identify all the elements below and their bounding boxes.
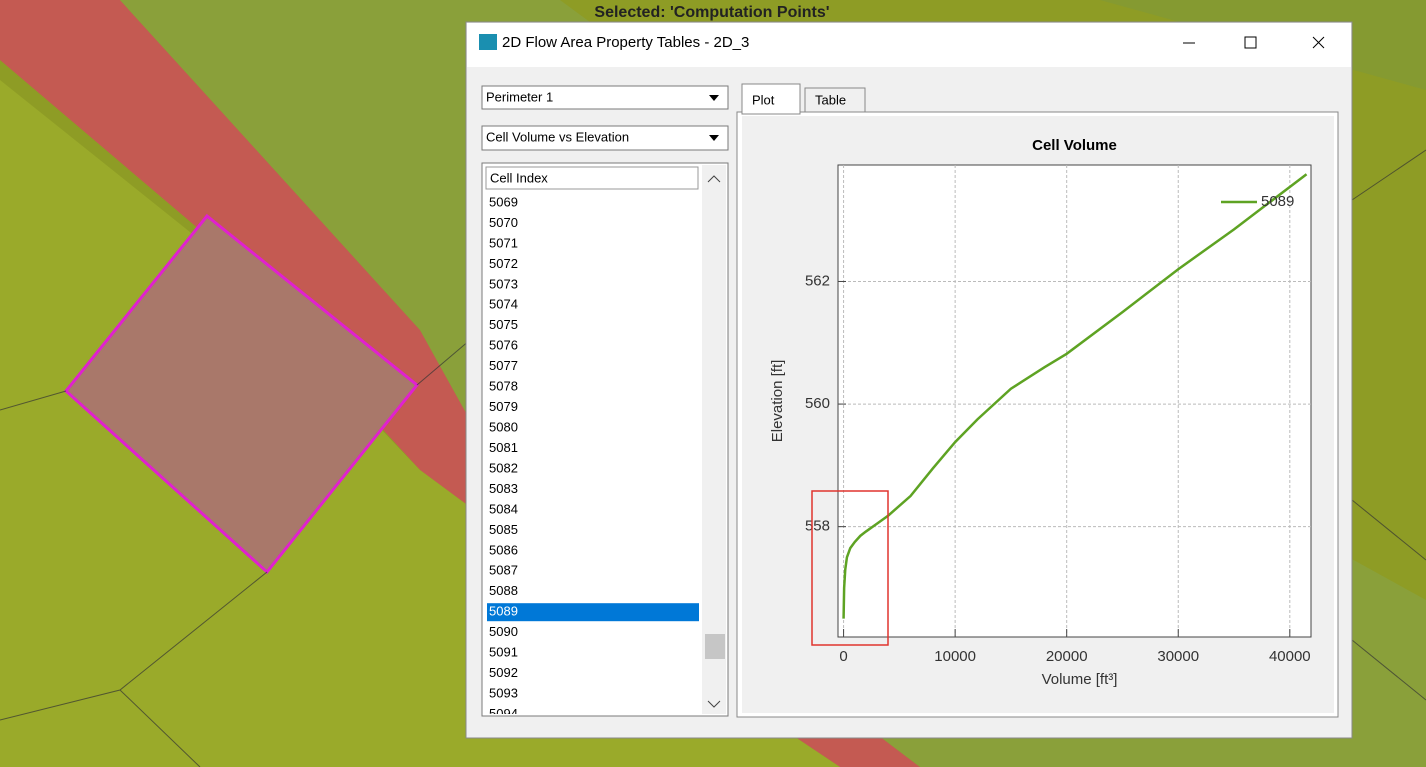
x-tick-label: 20000	[1046, 648, 1088, 665]
list-item[interactable]: 5091	[489, 645, 518, 660]
list-item[interactable]: 5079	[489, 399, 518, 414]
list-item[interactable]: 5088	[489, 583, 518, 598]
list-item[interactable]: 5089	[489, 604, 518, 619]
legend-label: 5089	[1261, 193, 1294, 210]
list-item[interactable]: 5080	[489, 419, 518, 434]
status-text: Selected: 'Computation Points'	[594, 4, 829, 21]
list-item[interactable]: 5070	[489, 215, 518, 230]
list-item[interactable]: 5072	[489, 256, 518, 271]
scroll-thumb[interactable]	[705, 634, 725, 659]
list-item[interactable]: 5083	[489, 481, 518, 496]
tab-label: Table	[815, 92, 846, 107]
x-tick-label: 0	[839, 648, 847, 665]
x-tick-label: 30000	[1157, 648, 1199, 665]
list-item[interactable]: 5093	[489, 685, 518, 700]
list-item[interactable]: 5085	[489, 522, 518, 537]
selected-row	[487, 603, 699, 621]
list-item[interactable]: 5071	[489, 235, 518, 250]
list-item[interactable]: 5087	[489, 563, 518, 578]
chart-title: Cell Volume	[1032, 137, 1117, 154]
x-tick-label: 10000	[934, 648, 976, 665]
plot-area	[838, 165, 1311, 637]
list-item[interactable]: 5069	[489, 194, 518, 209]
y-tick-label: 558	[805, 518, 830, 535]
scrollbar[interactable]	[702, 165, 726, 714]
list-item[interactable]: 5092	[489, 665, 518, 680]
screen: Selected: 'Computation Points' 2D Flow A…	[0, 0, 1426, 767]
dropdown-text: Cell Volume vs Elevation	[486, 129, 629, 144]
x-axis-label: Volume [ft³]	[1042, 671, 1118, 688]
list-header-text: Cell Index	[490, 170, 548, 185]
list-item[interactable]: 5078	[489, 379, 518, 394]
list-item[interactable]: 5082	[489, 460, 518, 475]
list-item[interactable]: 5073	[489, 276, 518, 291]
cell-list	[482, 163, 728, 716]
list-item[interactable]: 5090	[489, 624, 518, 639]
dropdown-text: Perimeter 1	[486, 89, 553, 104]
window: 2D Flow Area Property Tables - 2D_3 Peri…	[466, 22, 1352, 738]
list-item[interactable]: 5074	[489, 297, 518, 312]
y-tick-label: 562	[805, 272, 830, 289]
window-title: 2D Flow Area Property Tables - 2D_3	[502, 34, 749, 51]
list-item[interactable]: 5086	[489, 542, 518, 557]
list-item[interactable]: 5076	[489, 338, 518, 353]
app-icon	[479, 34, 497, 50]
list-item[interactable]: 5075	[489, 317, 518, 332]
list-item[interactable]: 5084	[489, 501, 518, 516]
tab-label: Plot	[752, 92, 775, 107]
list-item[interactable]: 5077	[489, 358, 518, 373]
y-tick-label: 560	[805, 395, 830, 412]
list-item[interactable]: 5081	[489, 440, 518, 455]
x-tick-label: 40000	[1269, 648, 1311, 665]
page: Selected: 'Computation Points' 2D Flow A…	[0, 0, 1426, 767]
y-axis-label: Elevation [ft]	[769, 360, 786, 443]
